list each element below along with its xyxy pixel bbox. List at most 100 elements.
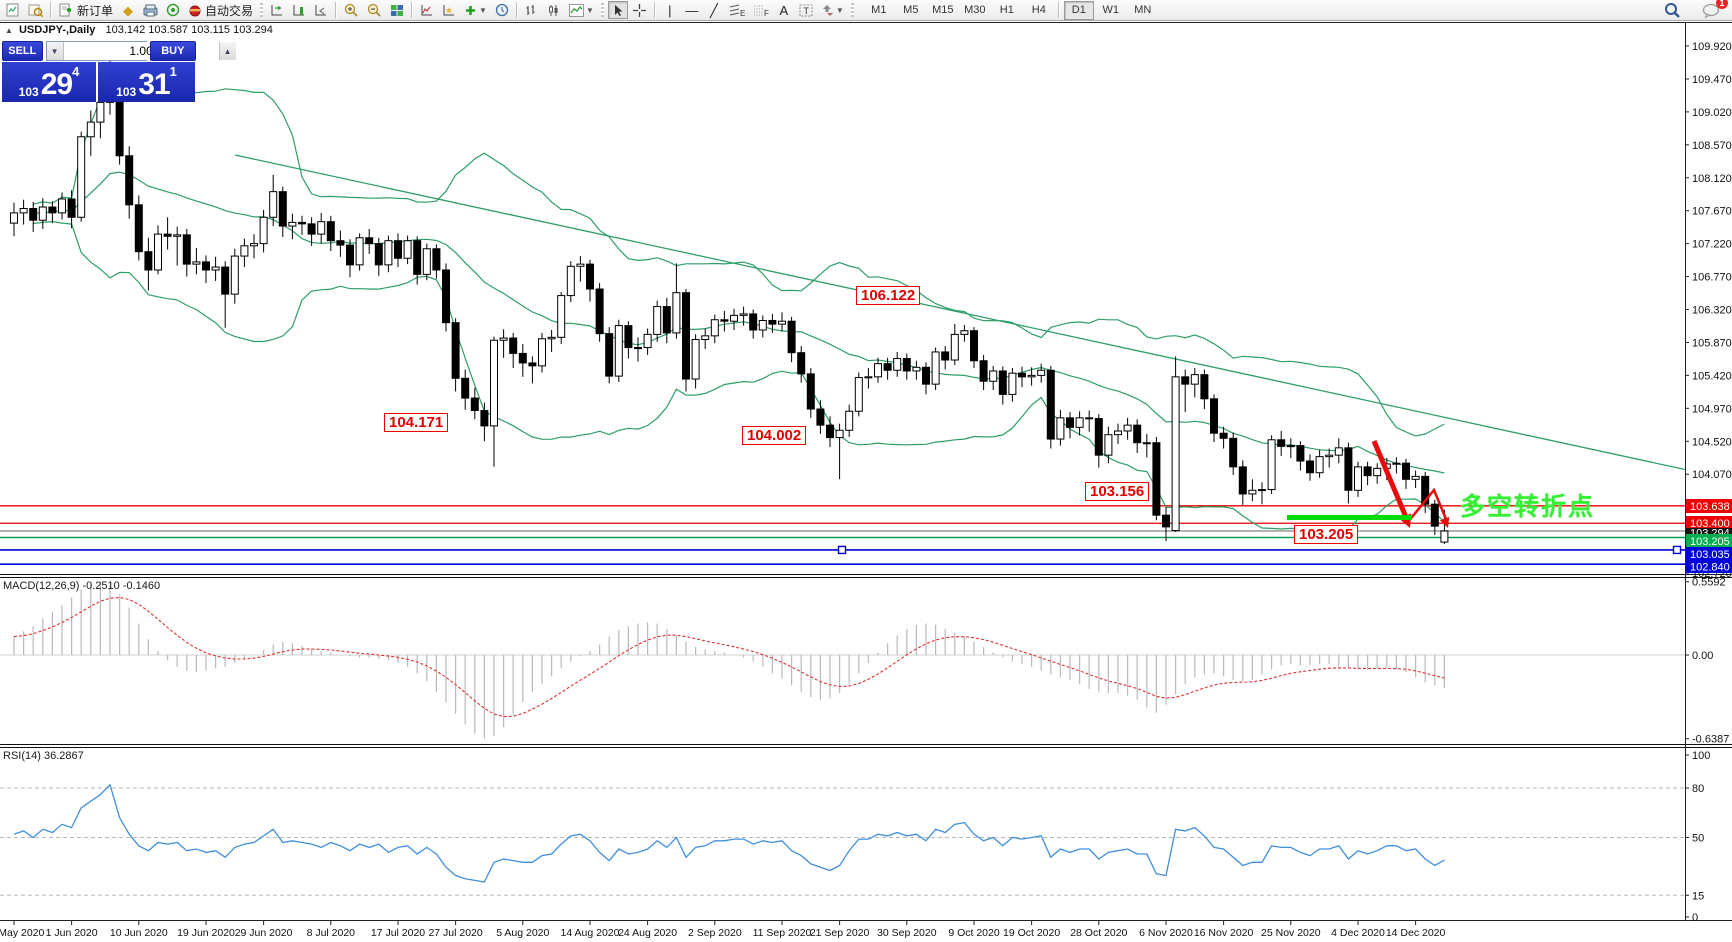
notifications-button[interactable]: 1 — [1699, 0, 1728, 19]
profiles-button[interactable] — [25, 1, 46, 19]
candle-body — [1306, 460, 1314, 474]
volume-spinner: ▼ ▲ — [45, 41, 236, 61]
chart-shift-button[interactable] — [267, 1, 287, 19]
price-callout-104.002[interactable]: 104.002 — [742, 426, 807, 445]
candlestick-series — [10, 51, 1449, 545]
buy-price-big: 31 — [138, 68, 170, 101]
price-marker-label: 103.205 — [1690, 536, 1730, 548]
timeframe-mn-button[interactable]: MN — [1134, 4, 1152, 16]
candles-chart-icon — [549, 4, 558, 16]
timeframe-w1-button[interactable]: W1 — [1102, 4, 1120, 16]
chart-candles-button[interactable] — [544, 1, 564, 19]
timeframe-m1-button[interactable]: M1 — [871, 4, 887, 16]
red-down-arrow[interactable] — [1371, 440, 1411, 523]
hline-selection-handle[interactable] — [837, 545, 847, 555]
candle-body — [1248, 489, 1257, 495]
sell-price-panel[interactable]: 103 29 4 — [2, 62, 96, 102]
candle-body — [845, 410, 854, 431]
descending-trendline[interactable] — [234, 154, 1692, 471]
candle-body — [1373, 467, 1382, 477]
candle-body — [1229, 437, 1238, 468]
timeframe-m5-button[interactable]: M5 — [903, 4, 919, 16]
date-tick-label: 25 Nov 2020 — [1261, 927, 1321, 939]
trade-plan-arrows[interactable] — [1371, 440, 1450, 528]
chart-bars-button[interactable] — [522, 1, 542, 19]
period-clock-button[interactable] — [492, 1, 512, 19]
hline-tool-button[interactable]: — — [682, 1, 702, 19]
price-tick-label: 104.070 — [1692, 469, 1732, 481]
main-chart-panel[interactable] — [0, 51, 1692, 566]
date-tick-label: 28 Oct 2020 — [1070, 927, 1127, 939]
tile-windows-icon — [391, 4, 404, 16]
timeframe-m30-button[interactable]: M30 — [964, 4, 986, 16]
crosshair-tool-button[interactable] — [630, 1, 650, 19]
tile-windows-button[interactable] — [387, 1, 407, 19]
price-callout-103.205[interactable]: 103.205 — [1294, 525, 1359, 544]
arrows-tool-button[interactable]: ▼ — [818, 1, 847, 19]
chart-line-button[interactable]: ▼ — [566, 1, 597, 19]
cursor-tool-button[interactable] — [607, 1, 628, 19]
zoom-out-button[interactable] — [364, 1, 385, 19]
autotrading-button[interactable]: 自动交易 — [185, 1, 256, 19]
macd-panel[interactable]: 0.5592 0.00 -0.6387 — [0, 577, 1729, 746]
price-callout-104.171[interactable]: 104.171 — [384, 413, 449, 432]
candle-body — [163, 233, 172, 237]
new-chart-button[interactable] — [3, 1, 23, 19]
price-callout-106.122[interactable]: 106.122 — [856, 286, 921, 305]
candle-body — [480, 410, 489, 427]
step-back-button[interactable] — [311, 1, 331, 19]
svg-text:F: F — [764, 9, 769, 17]
buy-price-panel[interactable]: 103 31 1 — [98, 62, 195, 102]
cursor-icon — [614, 4, 623, 16]
fibonacci-tool-button[interactable]: E — [726, 1, 748, 19]
rsi-panel[interactable]: 100 80 50 15 0 — [0, 750, 1710, 924]
candle-body — [10, 212, 18, 224]
date-tick-label: 30 Sep 2020 — [877, 927, 937, 939]
trendline-tool-button[interactable]: ╱ — [704, 1, 724, 19]
candle-body — [826, 424, 834, 439]
crosshair-icon — [633, 3, 647, 17]
metaeditor-gold-button[interactable]: ◆ — [118, 1, 138, 19]
timeframe-h1-button[interactable]: H1 — [999, 4, 1014, 16]
price-callout-103.156[interactable]: 103.156 — [1085, 482, 1150, 501]
hline-selection-handle[interactable] — [1672, 545, 1682, 555]
new-order-button[interactable]: 新订单 — [56, 1, 116, 19]
zoom-in-button[interactable] — [341, 1, 362, 19]
fibo-grid-tool-button[interactable]: F — [750, 1, 772, 19]
timeframe-d1-button[interactable]: D1 — [1063, 0, 1094, 20]
candle-body — [1171, 376, 1180, 532]
candle-body — [1152, 442, 1161, 516]
indicator-template-button[interactable] — [439, 1, 459, 19]
sell-button[interactable]: SELL — [2, 41, 43, 61]
text-tool-button[interactable]: A — [774, 1, 794, 19]
candle-body — [912, 366, 921, 372]
terminal-button[interactable] — [140, 1, 161, 19]
buy-button[interactable]: BUY — [149, 41, 196, 61]
candle-body — [451, 322, 460, 379]
turning-point-annotation[interactable]: 多空转折点 — [1460, 493, 1596, 521]
add-indicator-button[interactable]: ▼ — [461, 1, 490, 19]
vline-tool-button[interactable]: | — [660, 1, 680, 19]
collapse-triangle-icon[interactable]: ▲ — [5, 26, 13, 35]
date-tick-label: 16 Nov 2020 — [1194, 927, 1254, 939]
indicator-window-button[interactable] — [417, 1, 437, 19]
text-label-tool-button[interactable]: T — [796, 1, 816, 19]
date-tick-label: 21 Sep 2020 — [810, 927, 870, 939]
support-highlight-bar[interactable] — [1287, 515, 1412, 520]
autoscroll-button[interactable] — [289, 1, 309, 19]
red-bounce-arrow[interactable] — [1407, 487, 1450, 525]
candle-body — [1277, 439, 1286, 447]
candle-body — [298, 221, 306, 225]
search-button[interactable] — [1661, 1, 1684, 19]
price-tick-label: 107.670 — [1692, 206, 1732, 218]
timeframe-h4-button[interactable]: H4 — [1031, 4, 1046, 16]
volume-decrease-button[interactable]: ▼ — [46, 42, 64, 60]
alerts-button[interactable] — [163, 1, 183, 19]
candle-body — [240, 245, 249, 257]
volume-increase-button[interactable]: ▲ — [218, 42, 236, 60]
candle-body — [960, 330, 969, 335]
candle-body — [192, 261, 201, 265]
timeframe-m15-button[interactable]: M15 — [932, 4, 954, 16]
search-icon — [1665, 3, 1680, 18]
